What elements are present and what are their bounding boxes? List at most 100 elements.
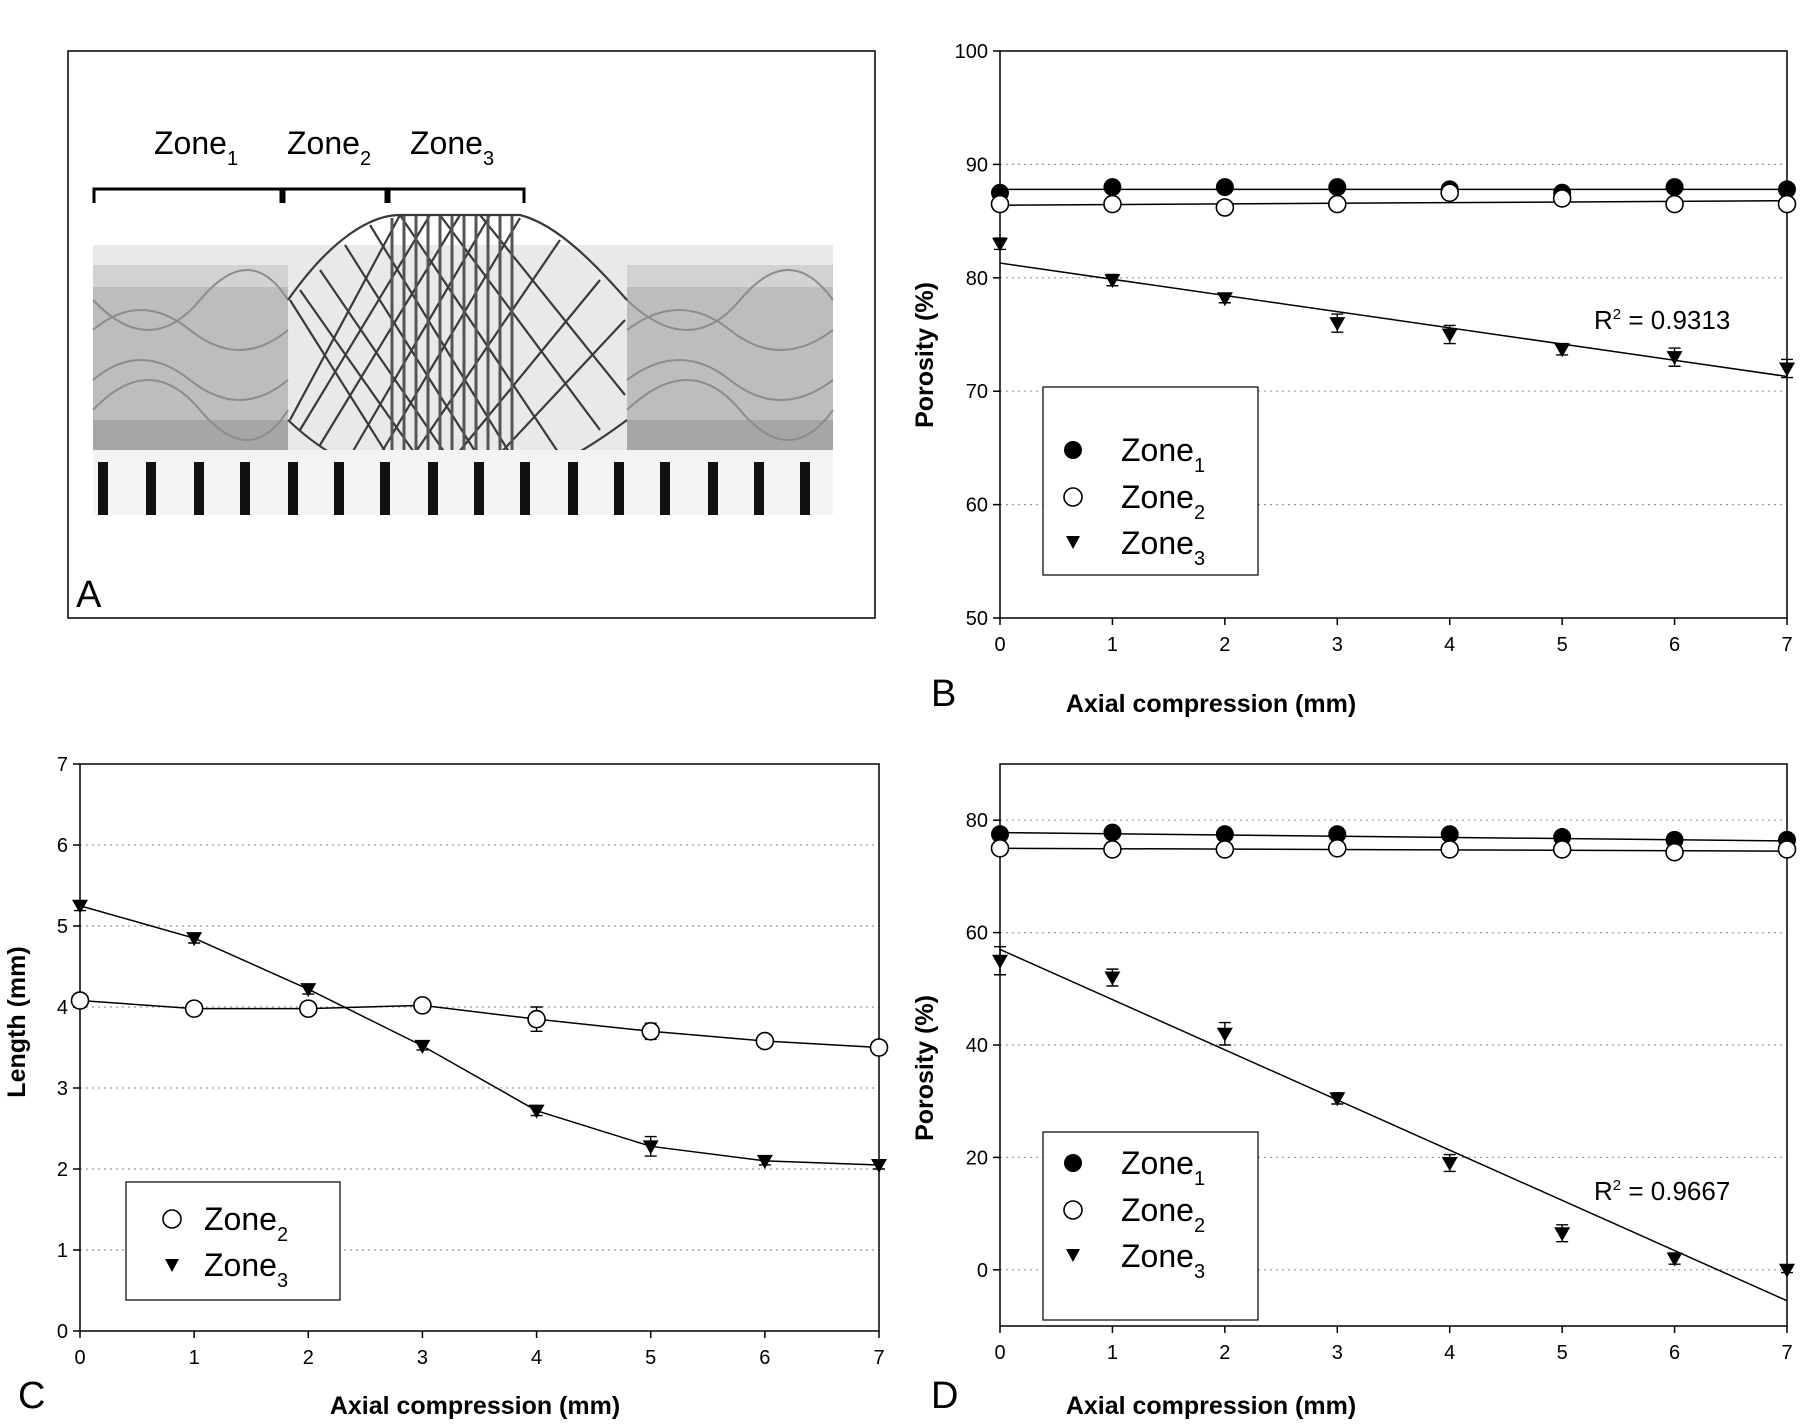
panel-letter-d: D [931, 1375, 958, 1417]
chart-d-plot: 0 20 40 60 80 0 1 2 3 4 5 6 7 [966, 763, 1797, 1364]
chart-d-x-tick-label: 6 [1669, 1342, 1680, 1364]
chart-c-x-tick-label: 4 [531, 1347, 542, 1369]
legend-marker-zone2 [1063, 1200, 1083, 1220]
chart-b-x-tick-label: 7 [1781, 634, 1792, 656]
chart-d-point-zone1 [1440, 825, 1459, 844]
chart-d-point-zone2 [990, 838, 1010, 858]
chart-d: 0 20 40 60 80 0 1 2 3 4 5 6 7 D Axial compression (m… [911, 763, 1797, 1420]
legend-marker-zone3 [165, 1259, 179, 1272]
chart-d-x-axis-label: Axial compression (mm) [1066, 1392, 1356, 1420]
chart-d-y-axis-label: Porosity (%) [911, 995, 939, 1141]
chart-b-x-tick-label: 6 [1669, 634, 1680, 656]
chart-c-point-zone2 [413, 996, 432, 1015]
legend-label-zone3: Zone3 [1121, 1238, 1205, 1283]
chart-b-point-zone2 [1440, 183, 1460, 203]
chart-b-point-zone3 [1554, 343, 1571, 358]
chart-c-point-zone3 [72, 899, 88, 914]
chart-b-legend: Zone1 Zone2 Zone3 [1042, 386, 1259, 576]
chart-b: 50 60 70 80 90 100 0 1 2 3 4 5 6 7 B Axial compressio… [911, 41, 1797, 718]
chart-b-point-zone1 [1215, 178, 1234, 197]
chart-c-point-zone2 [70, 991, 90, 1010]
chart-d-series-zone1 [991, 823, 1796, 849]
chart-d-point-zone3 [1441, 1157, 1458, 1172]
chart-d-point-zone3 [1779, 1263, 1795, 1278]
chart-d-point-zone2 [1215, 840, 1235, 859]
chart-c: 0 1 2 3 4 5 6 7 0 1 2 3 4 5 6 7 C Axial compression (mm… [3, 754, 889, 1420]
chart-d-point-zone3 [1104, 971, 1121, 986]
chart-c-y-tick-label: 6 [57, 835, 68, 857]
chart-c-series-zone2 [70, 991, 889, 1057]
chart-b-y-tick-label: 60 [966, 495, 988, 517]
chart-d-point-zone2 [1440, 840, 1460, 859]
legend-marker-zone3 [1066, 536, 1080, 549]
chart-c-y-tick-label: 4 [57, 997, 68, 1019]
chart-b-plot: 50 60 70 80 90 100 0 1 2 3 4 5 6 7 [955, 41, 1797, 656]
chart-c-point-zone3 [871, 1158, 887, 1173]
chart-d-legend: Zone1 Zone2 Zone3 [1042, 1131, 1259, 1321]
legend-marker-zone2 [162, 1209, 182, 1229]
chart-d-point-zone3 [1554, 1227, 1571, 1242]
chart-c-point-zone3 [186, 932, 203, 947]
chart-c-series-zone3 [72, 899, 887, 1173]
chart-c-point-zone3 [642, 1140, 659, 1155]
chart-c-y-tick-label: 1 [57, 1240, 68, 1262]
zone3-bracket [387, 187, 526, 203]
chart-b-y-tick-label: 90 [966, 154, 988, 176]
chart-b-point-zone3 [992, 237, 1008, 252]
chart-b-point-zone1 [1778, 180, 1796, 199]
chart-c-x-tick-label: 1 [189, 1347, 200, 1369]
chart-b-y-tick-label: 100 [955, 41, 988, 63]
chart-d-series-zone3 [992, 945, 1795, 1302]
chart-b-fit-line-zone3 [999, 262, 1788, 378]
chart-b-point-zone3 [1329, 317, 1346, 332]
chart-c-y-tick-label: 2 [57, 1159, 68, 1181]
legend-box [125, 1181, 341, 1301]
chart-c-line-zone2 [79, 999, 880, 1049]
chart-b-point-zone3 [1666, 351, 1683, 366]
chart-b-point-zone2 [1777, 194, 1797, 214]
chart-d-x-tick-label: 5 [1557, 1342, 1568, 1364]
chart-c-x-tick-label: 5 [645, 1347, 656, 1369]
chart-d-point-zone2 [1552, 840, 1572, 859]
legend-label-zone1: Zone1 [1121, 1145, 1205, 1190]
legend-box [1042, 386, 1259, 576]
chart-b-point-zone2 [1552, 189, 1572, 208]
legend-label-zone1: Zone1 [1121, 432, 1205, 477]
chart-b-frame [999, 50, 1788, 619]
chart-c-point-zone3 [756, 1154, 773, 1169]
chart-b-series-zone3 [992, 237, 1795, 379]
legend-label-zone2: Zone2 [1121, 479, 1205, 524]
legend-marker-zone1 [1064, 1154, 1082, 1172]
zone1-bracket [92, 187, 283, 203]
chart-c-point-zone2 [298, 999, 318, 1018]
chart-b-point-zone2 [990, 194, 1010, 214]
chart-c-x-tick-label: 3 [417, 1347, 428, 1369]
zone1-label: Zone1 [154, 125, 238, 170]
chart-b-x-tick-label: 3 [1332, 634, 1343, 656]
chart-d-x-tick-label: 2 [1219, 1342, 1230, 1364]
chart-d-point-zone3 [1666, 1252, 1683, 1267]
chart-b-x-tick-label: 1 [1107, 634, 1118, 656]
chart-d-point-zone1 [1103, 823, 1122, 842]
chart-d-x-tick-label: 7 [1781, 1342, 1792, 1364]
chart-d-x-tick-label: 3 [1332, 1342, 1343, 1364]
legend-label-zone3: Zone3 [204, 1247, 288, 1292]
chart-b-y-tick-label: 70 [966, 381, 988, 403]
chart-c-point-zone2 [641, 1022, 661, 1041]
chart-b-point-zone2 [1327, 194, 1347, 214]
legend-marker-zone2 [1063, 487, 1083, 507]
zone-brackets [92, 187, 526, 203]
right-tube [627, 265, 833, 450]
chart-c-line-zone3 [79, 905, 880, 1166]
zone3-label: Zone3 [410, 125, 494, 170]
chart-d-y-tick-label: 40 [966, 1035, 988, 1057]
chart-b-point-zone3 [1104, 274, 1121, 289]
chart-c-y-axis-label: Length (mm) [3, 946, 31, 1097]
chart-d-fit-line-zone1 [999, 831, 1788, 842]
panel-letter-a: A [76, 574, 102, 616]
chart-d-y-tick-label: 20 [966, 1147, 988, 1169]
chart-d-point-zone2 [1665, 842, 1684, 862]
chart-b-y-tick-label: 50 [966, 608, 988, 630]
chart-b-x-tick-label: 2 [1219, 634, 1230, 656]
chart-b-r2-annotation: R2 = 0.9313 [1594, 305, 1730, 335]
